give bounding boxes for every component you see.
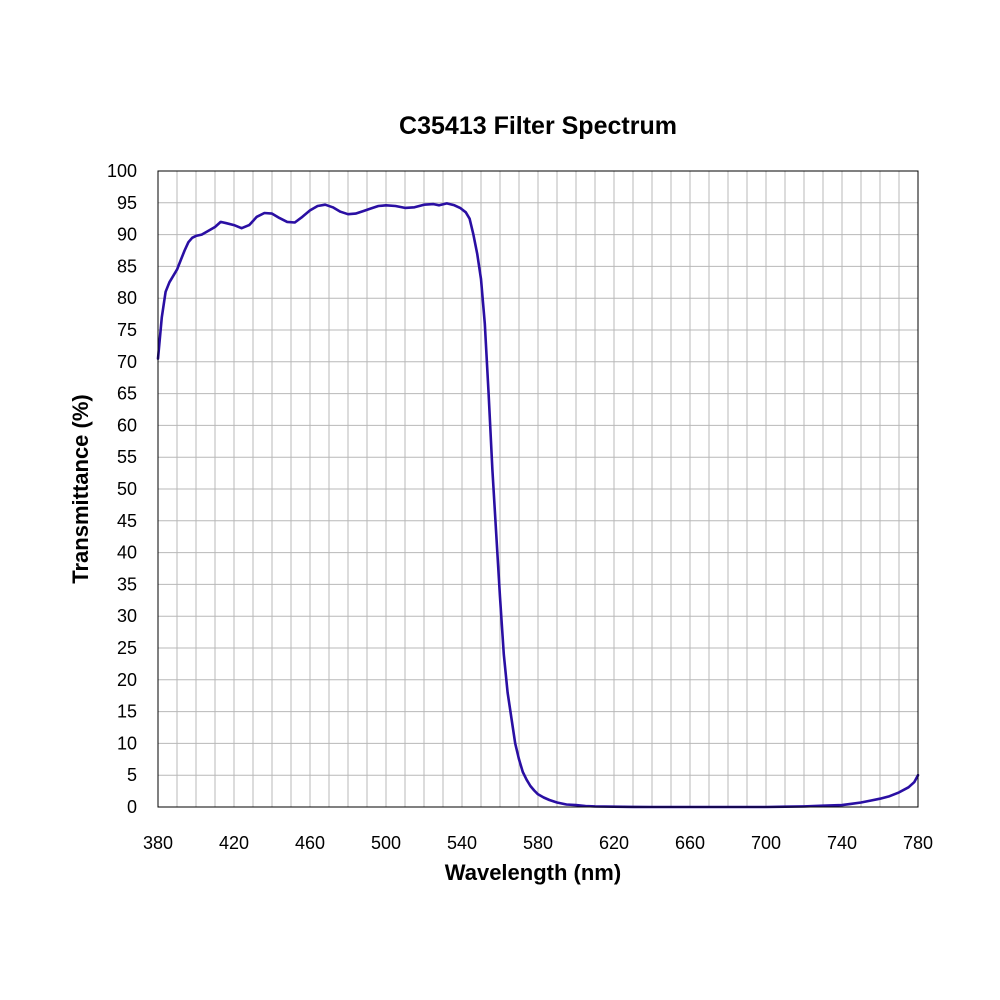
y-tick-label: 95: [117, 193, 137, 213]
x-tick-label: 500: [371, 833, 401, 853]
x-tick-label: 580: [523, 833, 553, 853]
y-tick-label: 35: [117, 574, 137, 594]
y-tick-label: 10: [117, 733, 137, 753]
x-tick-label: 700: [751, 833, 781, 853]
x-tick-label: 460: [295, 833, 325, 853]
y-tick-label: 60: [117, 415, 137, 435]
y-tick-label: 65: [117, 384, 137, 404]
x-tick-label: 780: [903, 833, 933, 853]
tick-label-layer: 380 420 460 500 540 580 620 660 700 740 780 0 5 10 15 2…: [107, 161, 933, 853]
x-tick-label: 660: [675, 833, 705, 853]
chart-title: C35413 Filter Spectrum: [399, 112, 677, 140]
y-tick-label: 40: [117, 543, 137, 563]
y-tick-label: 15: [117, 702, 137, 722]
x-axis-title: Wavelength (nm): [445, 860, 621, 885]
y-tick-label: 25: [117, 638, 137, 658]
y-tick-label: 20: [117, 670, 137, 690]
y-tick-label: 80: [117, 288, 137, 308]
y-tick-label: 45: [117, 511, 137, 531]
x-tick-label: 380: [143, 833, 173, 853]
x-tick-label: 540: [447, 833, 477, 853]
y-tick-label: 0: [127, 797, 137, 817]
y-tick-label: 5: [127, 765, 137, 785]
y-tick-label: 50: [117, 479, 137, 499]
y-tick-label: 90: [117, 225, 137, 245]
y-tick-label: 55: [117, 447, 137, 467]
plot-frame: [157, 170, 919, 808]
y-tick-label: 70: [117, 352, 137, 372]
grid-layer: [158, 171, 918, 807]
y-tick-label: 85: [117, 256, 137, 276]
x-tick-label: 620: [599, 833, 629, 853]
x-tick-label: 740: [827, 833, 857, 853]
y-tick-label: 75: [117, 320, 137, 340]
y-tick-label: 30: [117, 606, 137, 626]
y-tick-label: 100: [107, 161, 137, 181]
y-axis-title: Transmittance (%): [68, 394, 93, 584]
x-tick-label: 420: [219, 833, 249, 853]
